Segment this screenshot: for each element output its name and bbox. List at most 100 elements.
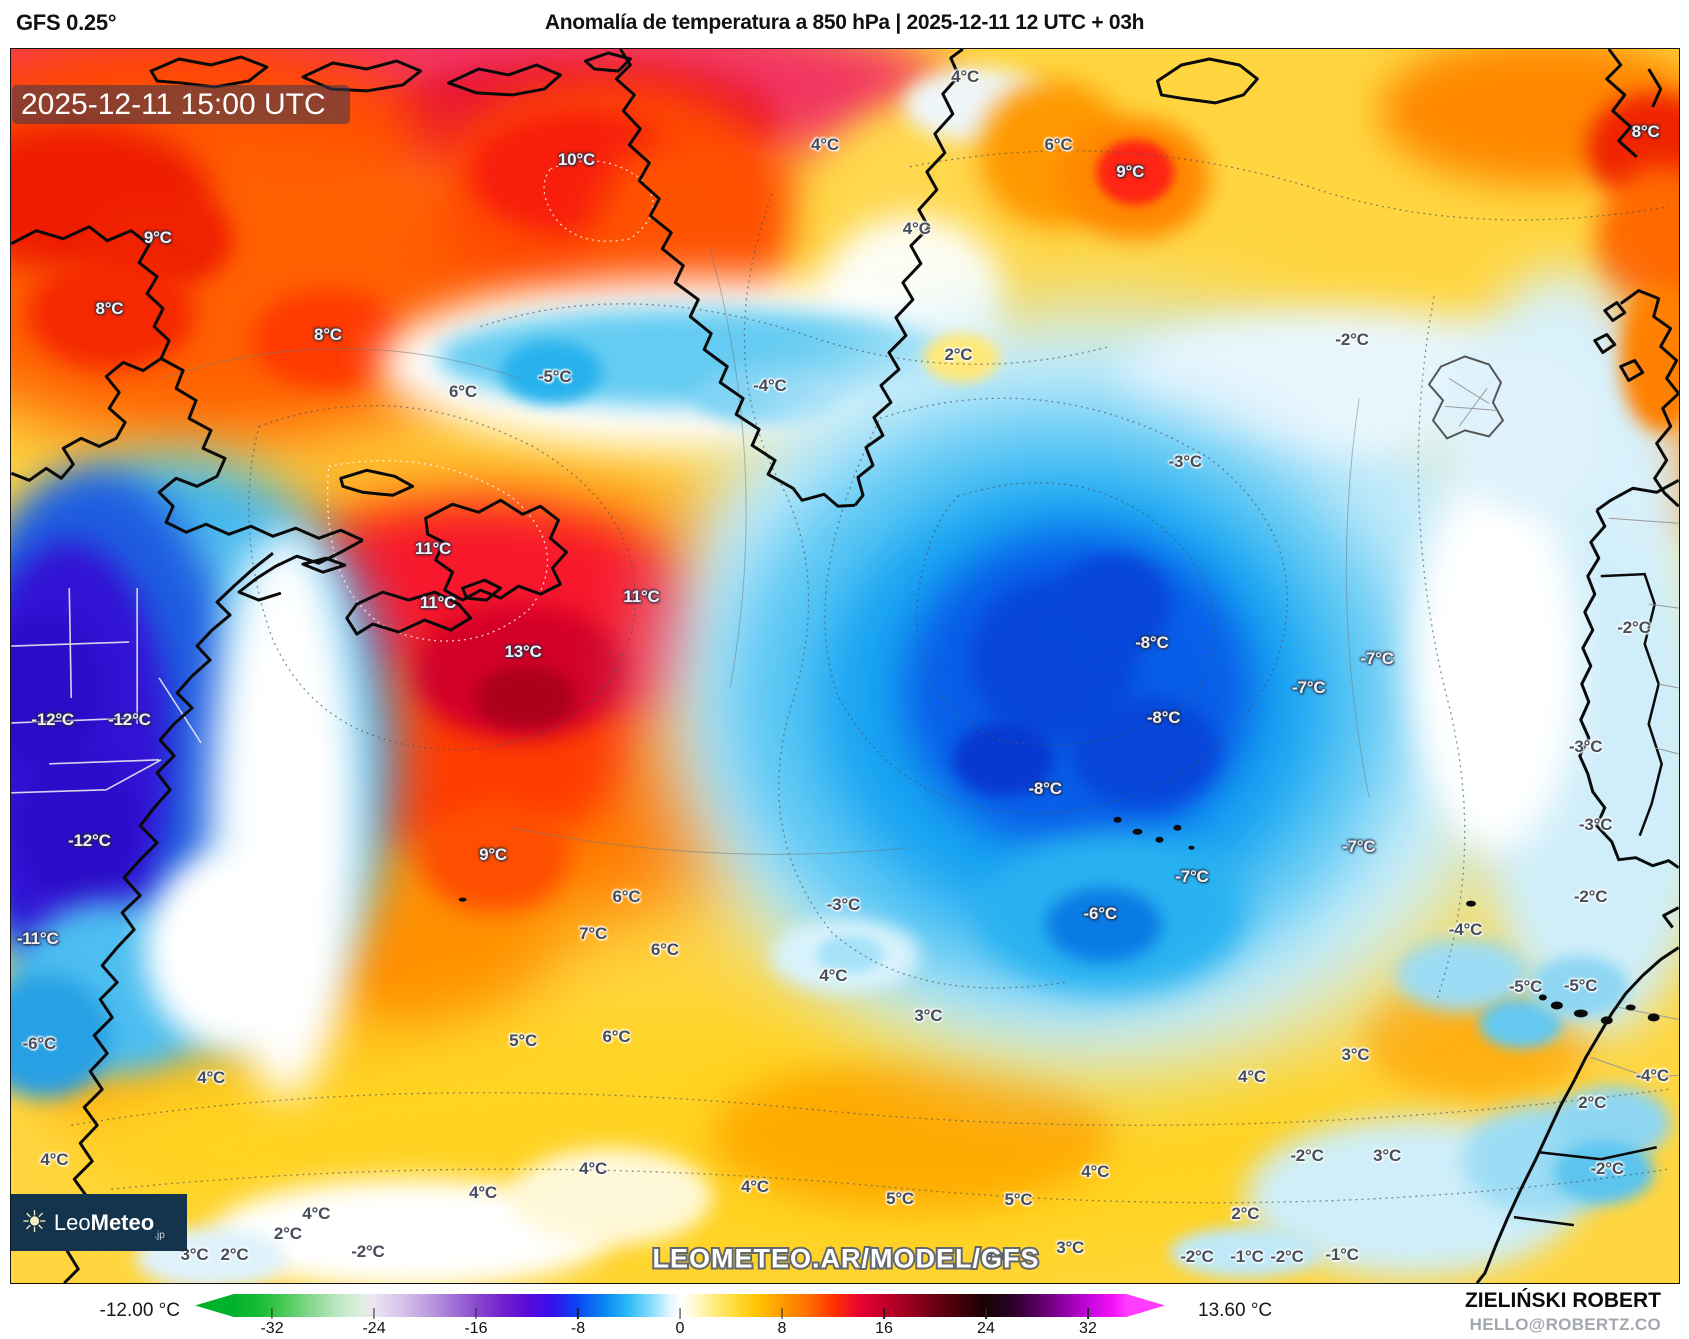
temp-label: -7°C: [1360, 648, 1394, 668]
temp-label: -6°C: [22, 1033, 57, 1053]
temp-label: 2°C: [1578, 1092, 1607, 1112]
temp-label: 6°C: [602, 1027, 631, 1047]
thin-contours: [160, 248, 1370, 855]
temp-label: 4°C: [1238, 1066, 1266, 1086]
colorbar-tick: -16: [464, 1308, 488, 1338]
colorbar-footer: -32 -24 -16 -8 0 8 16 24 32 -12.00 °C 13.60 °C Z…: [0, 1284, 1689, 1339]
temp-label: -2°C: [1270, 1247, 1304, 1267]
temp-label: -7°C: [1342, 837, 1376, 857]
temp-label: 5°C: [1004, 1190, 1033, 1210]
temp-label: 2°C: [1231, 1203, 1260, 1223]
temp-label: 4°C: [811, 135, 839, 155]
temp-label: 9°C: [1116, 162, 1145, 182]
temp-label: 5°C: [886, 1189, 914, 1209]
temp-label: 11°C: [623, 586, 660, 606]
temp-label: 8°C: [313, 325, 342, 345]
temp-label: 6°C: [650, 939, 679, 959]
temp-label: -2°C: [351, 1242, 385, 1262]
model-label: GFS 0.25°: [16, 10, 117, 35]
temp-label: -12°C: [31, 710, 75, 730]
temp-label: 4°C: [197, 1068, 226, 1088]
temp-label: 3°C: [984, 1247, 1013, 1267]
temp-label: -2°C: [1290, 1145, 1324, 1165]
temp-label: -7°C: [1175, 867, 1209, 886]
logo-text-suffix: .jp: [154, 1230, 165, 1241]
temp-label: -7°C: [1292, 678, 1326, 698]
temp-label: 2°C: [220, 1244, 249, 1264]
page-title: Anomalía de temperatura a 850 hPa | 2025…: [544, 11, 1145, 34]
temp-label: -6°C: [1083, 904, 1118, 924]
temp-label: 2°C: [273, 1223, 302, 1243]
logo-text-prefix: Leo: [53, 1209, 91, 1235]
temp-label: 6°C: [612, 886, 641, 906]
temp-label: -3°C: [826, 895, 861, 915]
temp-label: 8°C: [1631, 121, 1660, 141]
temp-label: 4°C: [40, 1149, 69, 1169]
credit-email: HELLO@ROBERTZ.CO: [1469, 1315, 1661, 1334]
temp-label: 2°C: [944, 345, 973, 365]
colorbar-tick: 16: [875, 1308, 893, 1338]
temp-label: -4°C: [1635, 1065, 1670, 1085]
temp-label: -3°C: [1568, 737, 1603, 757]
colorbar-tick: -24: [362, 1308, 386, 1338]
sun-icon: ☀: [21, 1205, 48, 1239]
colorbar-tick: 32: [1079, 1308, 1097, 1338]
temp-label: 4°C: [579, 1159, 608, 1179]
temp-label: 3°C: [1373, 1145, 1402, 1165]
temp-label: 11°C: [414, 538, 452, 558]
colorbar-ticks: -32 -24 -16 -8 0 8 16 24 32: [0, 1284, 1689, 1339]
temp-label: 4°C: [902, 219, 931, 239]
temp-label: 9°C: [143, 227, 172, 247]
temp-label: -2°C: [1590, 1159, 1625, 1179]
temp-label: 4°C: [740, 1176, 769, 1196]
temperature-labels: 10°C 4°C 4°C 6°C 9°C 4°C 8°C 9°C 8°C 8°C 6°C -5°C -4…: [11, 49, 1679, 1283]
temp-label: -2°C: [1617, 617, 1651, 637]
colorbar: [195, 1294, 1165, 1317]
temp-label: 7°C: [579, 923, 608, 943]
temp-label: -2°C: [1180, 1247, 1214, 1267]
temp-label: 13°C: [504, 642, 542, 662]
temp-label: 3°C: [1056, 1238, 1085, 1258]
temp-label: -5°C: [1508, 976, 1543, 996]
temp-label: -12°C: [108, 710, 151, 730]
anomaly-map: 10°C 4°C 4°C 6°C 9°C 4°C 8°C 9°C 8°C 8°C 6°C -5°C -4…: [10, 48, 1680, 1285]
temp-label: 4°C: [819, 965, 848, 985]
colorbar-tick: -8: [571, 1308, 585, 1338]
temp-label: -3°C: [1168, 452, 1203, 472]
temp-label: -1°C: [1230, 1247, 1264, 1267]
temp-label: -8°C: [1135, 632, 1169, 652]
field-max-label: 13.60 °C: [1198, 1300, 1273, 1321]
watermark: LEOMETEO.AR/MODEL/GFS: [650, 1242, 1040, 1276]
island-dots: [458, 816, 1660, 1025]
temp-label: -11°C: [16, 928, 59, 948]
temp-label: 9°C: [479, 844, 508, 864]
temp-label: 6°C: [1044, 135, 1073, 155]
coastline-paths: [11, 49, 1679, 1283]
temp-label: -2°C: [1335, 330, 1369, 350]
contour-lines: [71, 150, 1669, 1204]
temp-label: 3°C: [914, 1006, 943, 1026]
state-borders: [11, 588, 202, 794]
temp-label: -12°C: [68, 831, 111, 851]
title-bar: GFS 0.25° Anomalía de temperatura a 850 …: [0, 0, 1689, 48]
temp-label: 4°C: [469, 1182, 497, 1202]
temp-label: -4°C: [753, 375, 787, 395]
temp-label: -8°C: [1028, 779, 1062, 799]
ireland-coast: [1427, 355, 1505, 440]
temp-label: -8°C: [1146, 707, 1181, 727]
temp-label: -2°C: [1573, 886, 1608, 906]
leometeo-logo: ☀ Leo Meteo .jp: [11, 1194, 187, 1251]
colorbar-tick: 24: [977, 1308, 995, 1338]
temp-label: -5°C: [538, 367, 572, 387]
temp-label: -4°C: [1448, 920, 1483, 940]
temp-label: 4°C: [302, 1203, 331, 1223]
logo-text-bold: Meteo: [90, 1209, 155, 1235]
colorbar-tick: 0: [676, 1308, 684, 1338]
temp-label: 4°C: [951, 67, 980, 87]
temp-label: -5°C: [1563, 975, 1598, 995]
temp-label: 5°C: [509, 1031, 538, 1051]
temp-label: -3°C: [1578, 815, 1613, 835]
temp-label: 11°C: [419, 593, 457, 613]
colorbar-tick: 8: [778, 1308, 786, 1338]
temp-label: 10°C: [557, 150, 596, 170]
